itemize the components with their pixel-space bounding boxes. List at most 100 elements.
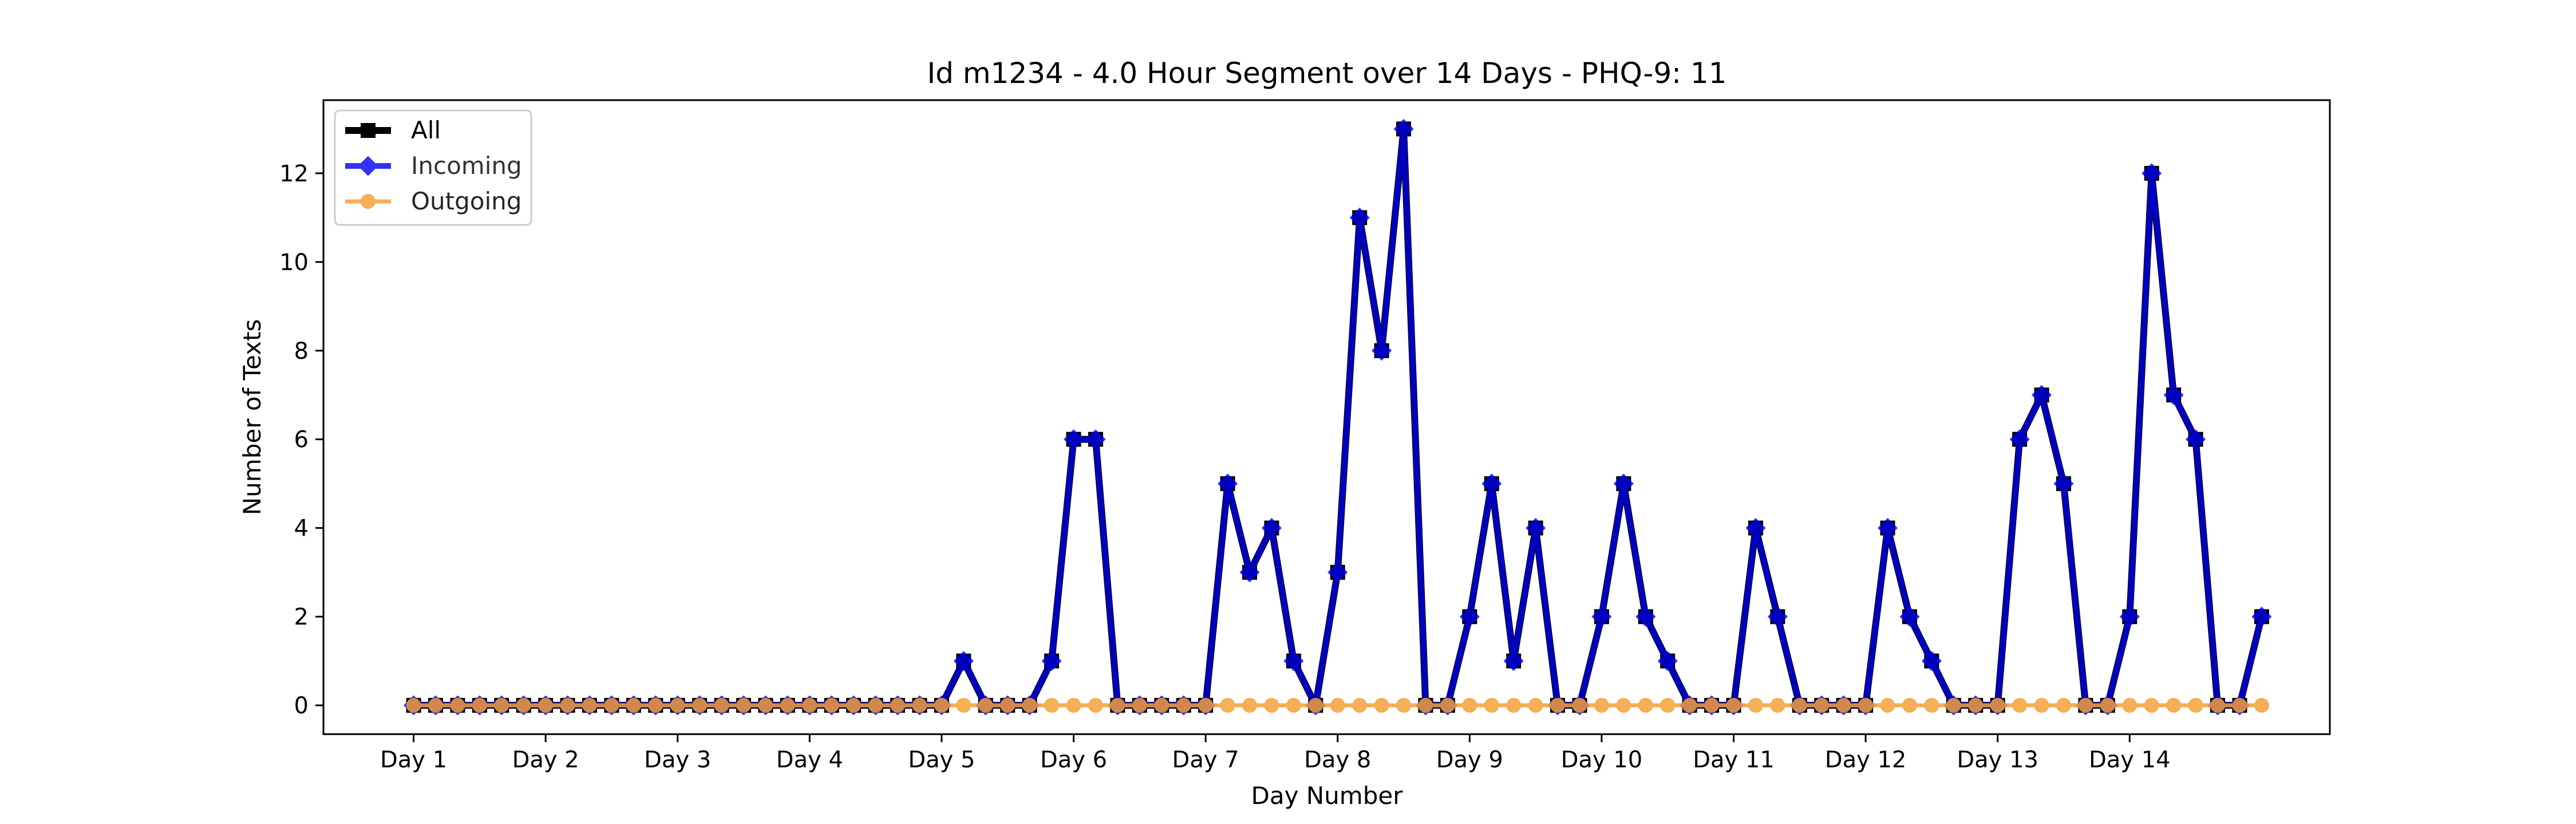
legend-marker bbox=[361, 194, 376, 209]
incoming-point bbox=[1349, 207, 1370, 228]
outgoing-point bbox=[1506, 698, 1522, 713]
outgoing-point bbox=[472, 698, 487, 713]
outgoing-point bbox=[2056, 698, 2071, 713]
outgoing-point bbox=[824, 698, 839, 713]
legend-label: All bbox=[411, 116, 441, 144]
outgoing-point bbox=[1396, 698, 1412, 713]
outgoing-point bbox=[1286, 698, 1301, 713]
x-tick-label: Day 11 bbox=[1693, 747, 1775, 773]
outgoing-point bbox=[1880, 698, 1895, 713]
outgoing-point bbox=[1088, 698, 1103, 713]
outgoing-point bbox=[1990, 698, 2005, 713]
legend-marker bbox=[358, 156, 378, 176]
series-incoming bbox=[404, 118, 2272, 716]
outgoing-point bbox=[1616, 698, 1631, 713]
legend-item-incoming[interactable]: Incoming bbox=[345, 152, 522, 180]
incoming-point bbox=[1745, 518, 1766, 538]
legend-item-outgoing[interactable]: Outgoing bbox=[345, 187, 521, 215]
legend[interactable]: All Incoming Outgoing bbox=[334, 109, 532, 226]
incoming-point bbox=[2186, 429, 2206, 450]
incoming-point bbox=[1327, 562, 1348, 583]
outgoing-point bbox=[1814, 698, 1830, 713]
series-line-incoming bbox=[413, 126, 2265, 708]
outgoing-point bbox=[912, 698, 927, 713]
outgoing-point bbox=[1858, 698, 1874, 713]
outgoing-point bbox=[1000, 698, 1016, 713]
outgoing-point bbox=[516, 698, 531, 713]
incoming-point bbox=[1657, 651, 1678, 671]
x-tick-label: Day 2 bbox=[512, 747, 579, 773]
y-tick-label: 8 bbox=[294, 338, 309, 365]
x-tick-label: Day 1 bbox=[380, 747, 447, 773]
outgoing-point bbox=[1154, 698, 1170, 713]
outgoing-point bbox=[2034, 698, 2049, 713]
outgoing-point bbox=[1044, 698, 1060, 713]
legend-item-all[interactable]: All bbox=[345, 116, 441, 144]
incoming-point bbox=[1481, 473, 1502, 494]
outgoing-point bbox=[1946, 698, 1961, 713]
outgoing-point bbox=[582, 698, 598, 713]
outgoing-point bbox=[1682, 698, 1697, 713]
outgoing-point bbox=[780, 698, 795, 713]
outgoing-point bbox=[406, 698, 421, 713]
outgoing-point bbox=[560, 698, 575, 713]
legend-marker bbox=[361, 123, 376, 138]
y-axis: 0 2 4 6 8 10 12 bbox=[279, 161, 323, 719]
outgoing-point bbox=[1330, 698, 1345, 713]
outgoing-point bbox=[1484, 698, 1499, 713]
outgoing-point bbox=[450, 698, 465, 713]
outgoing-point bbox=[1308, 698, 1323, 713]
x-axis: Day 1 Day 2 Day 3 Day 4 Day 5 Day 6 Day 7 Day 8… bbox=[380, 734, 2171, 773]
x-tick-label: Day 5 bbox=[908, 747, 975, 773]
incoming-point bbox=[1239, 562, 1260, 583]
outgoing-point bbox=[1440, 698, 1455, 713]
incoming-point bbox=[1218, 473, 1238, 494]
outgoing-point bbox=[2210, 698, 2225, 713]
outgoing-point bbox=[1220, 698, 1235, 713]
outgoing-point bbox=[1066, 698, 1081, 713]
outgoing-point bbox=[714, 698, 729, 713]
outgoing-point bbox=[1660, 698, 1676, 713]
outgoing-point bbox=[736, 698, 752, 713]
series-outgoing bbox=[406, 698, 2269, 713]
outgoing-point bbox=[692, 698, 708, 713]
outgoing-point bbox=[1550, 698, 1566, 713]
incoming-point bbox=[2053, 473, 2074, 494]
x-tick-label: Day 9 bbox=[1436, 747, 1503, 773]
incoming-point bbox=[1767, 607, 1788, 627]
outgoing-point bbox=[1836, 698, 1851, 713]
outgoing-point bbox=[1924, 698, 1939, 713]
legend-label: Incoming bbox=[411, 152, 522, 180]
outgoing-point bbox=[1110, 698, 1125, 713]
outgoing-point bbox=[648, 698, 663, 713]
series-all bbox=[406, 121, 2269, 713]
incoming-point bbox=[1085, 429, 1106, 450]
incoming-point bbox=[1635, 607, 1656, 627]
series-line-all bbox=[413, 125, 2265, 709]
y-axis-label: Number of Texts bbox=[238, 319, 266, 516]
x-tick-label: Day 12 bbox=[1825, 747, 1907, 773]
incoming-point bbox=[2163, 385, 2184, 405]
outgoing-point bbox=[670, 698, 685, 713]
outgoing-point bbox=[1572, 698, 1587, 713]
outgoing-point bbox=[2188, 698, 2203, 713]
chart-title: Id m1234 - 4.0 Hour Segment over 14 Days… bbox=[927, 57, 1726, 90]
incoming-point bbox=[953, 651, 974, 671]
outgoing-point bbox=[428, 698, 444, 713]
incoming-point bbox=[1283, 651, 1304, 671]
outgoing-point bbox=[1902, 698, 1917, 713]
y-tick-label: 2 bbox=[294, 604, 309, 631]
outgoing-point bbox=[2254, 698, 2269, 713]
outgoing-point bbox=[1792, 698, 1807, 713]
outgoing-point bbox=[1748, 698, 1763, 713]
y-tick-label: 6 bbox=[294, 427, 309, 453]
outgoing-point bbox=[846, 698, 862, 713]
outgoing-point bbox=[1242, 698, 1257, 713]
x-tick-label: Day 6 bbox=[1040, 747, 1107, 773]
outgoing-point bbox=[1132, 698, 1147, 713]
outgoing-point bbox=[1462, 698, 1477, 713]
y-tick-label: 10 bbox=[279, 249, 309, 276]
outgoing-point bbox=[626, 698, 641, 713]
incoming-point bbox=[1899, 607, 1920, 627]
x-tick-label: Day 4 bbox=[776, 747, 843, 773]
